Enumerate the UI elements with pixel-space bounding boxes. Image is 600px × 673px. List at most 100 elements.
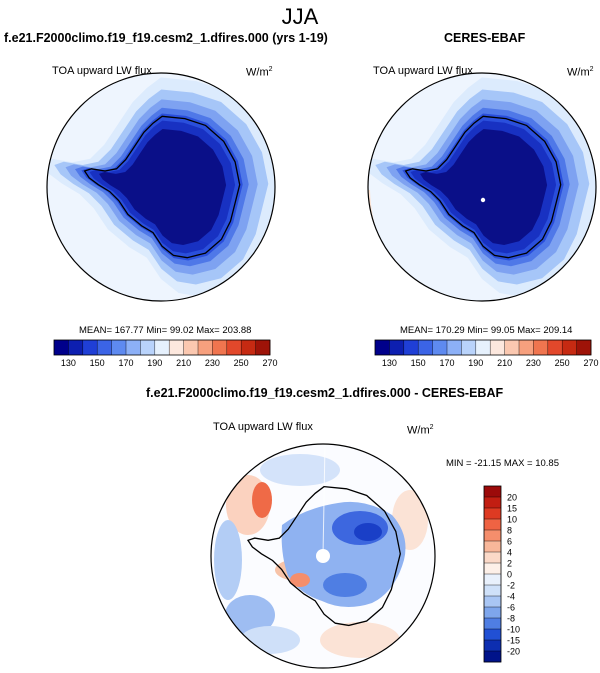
colorbar-label: 150	[90, 358, 105, 368]
panel3-positive-anomaly	[290, 573, 310, 587]
colorbar-swatch	[484, 596, 501, 608]
panel3-map	[210, 443, 436, 669]
colorbar-swatch	[484, 607, 501, 619]
colorbar-swatch	[255, 340, 271, 355]
colorbar-swatch	[403, 340, 419, 355]
panel3-coastline	[246, 485, 401, 627]
panel2-variable-label: TOA upward LW flux	[373, 65, 473, 77]
colorbar-swatch	[484, 640, 501, 652]
panel2-colorbar: 130 150 170 190 210 230 250 270	[374, 339, 599, 368]
colorbar-swatch	[484, 618, 501, 630]
colorbar-swatch	[169, 340, 184, 355]
colorbar-label: 250	[234, 358, 249, 368]
panel1-variable-label: TOA upward LW flux	[52, 65, 152, 77]
panel1-stats: MEAN= 167.77 Min= 99.02 Max= 203.88	[79, 325, 252, 336]
colorbar-label: 190	[147, 358, 162, 368]
colorbar-label: 190	[468, 358, 483, 368]
colorbar-label: 230	[526, 358, 541, 368]
colorbar-label: -4	[507, 592, 515, 602]
colorbar-label: 270	[583, 358, 598, 368]
colorbar-swatch	[484, 629, 501, 641]
panel3-negative-anomaly	[260, 454, 340, 486]
panel2-map-border	[367, 72, 597, 302]
colorbar-swatch	[484, 552, 501, 564]
colorbar-label: 4	[507, 548, 512, 558]
colorbar-label: -10	[507, 625, 520, 635]
panel2-coastline	[404, 115, 562, 259]
colorbar-swatch	[97, 340, 112, 355]
colorbar-label: 0	[507, 570, 512, 580]
colorbar-label: -6	[507, 603, 515, 613]
panel3-title: f.e21.F2000climo.f19_f19.cesm2_1.dfires.…	[146, 386, 504, 400]
panel1-units: W/m2	[246, 66, 273, 79]
panel2-map	[367, 72, 597, 302]
colorbar-swatch	[126, 340, 141, 355]
colorbar-swatch	[375, 340, 390, 355]
colorbar-label: 230	[205, 358, 220, 368]
colorbar-swatch	[432, 340, 448, 355]
colorbar-label: 10	[507, 515, 517, 525]
colorbar-swatch	[447, 340, 462, 355]
colorbar-swatch	[547, 340, 563, 355]
colorbar-label: 210	[497, 358, 512, 368]
colorbar-label: 170	[118, 358, 133, 368]
colorbar-label: 170	[439, 358, 454, 368]
colorbar-swatch	[484, 651, 501, 663]
colorbar-label: 210	[176, 358, 191, 368]
colorbar-frame	[53, 339, 271, 356]
panel2-units: W/m2	[567, 66, 594, 79]
panel1-coastline	[83, 115, 241, 259]
colorbar-label: 20	[507, 493, 517, 503]
colorbar-swatch	[576, 340, 592, 355]
colorbar-swatch	[484, 486, 501, 498]
panel3-variable-label: TOA upward LW flux	[213, 421, 313, 433]
panel2-stats: MEAN= 170.29 Min= 99.05 Max= 209.14	[400, 325, 573, 336]
colorbar-swatch	[484, 519, 501, 531]
colorbar-label: 8	[507, 526, 512, 536]
panel1-colorbar: 130 150 170 190 210 230 250 270	[53, 339, 278, 368]
panel1-title: f.e21.F2000climo.f19_f19.cesm2_1.dfires.…	[4, 31, 328, 45]
panel1-map	[46, 72, 276, 302]
panel3-negative-anomaly	[354, 523, 382, 541]
colorbar-label: 6	[507, 537, 512, 547]
colorbar-swatch	[504, 340, 520, 355]
colorbar-label: 130	[382, 358, 397, 368]
colorbar-label: 130	[61, 358, 76, 368]
colorbar-label: 2	[507, 559, 512, 569]
colorbar-label: -2	[507, 581, 515, 591]
colorbar-label: 250	[555, 358, 570, 368]
colorbar-swatch	[68, 340, 84, 355]
panel3-stats: MIN = -21.15 MAX = 10.85	[446, 458, 560, 469]
colorbar-label: 150	[411, 358, 426, 368]
colorbar-swatch	[140, 340, 156, 355]
colorbar-swatch	[54, 340, 69, 355]
colorbar-swatch	[484, 574, 501, 586]
colorbar-swatch	[484, 497, 501, 509]
colorbar-swatch	[226, 340, 242, 355]
colorbar-swatch	[198, 340, 213, 355]
contour-band-115	[99, 129, 227, 245]
panel3-negative-anomaly	[214, 520, 242, 600]
colorbar-swatch	[484, 541, 501, 553]
colorbar-swatch	[484, 563, 501, 575]
colorbar-label: -20	[507, 647, 520, 657]
colorbar-swatch	[212, 340, 228, 355]
colorbar-swatch	[562, 340, 577, 355]
colorbar-swatch	[484, 585, 501, 597]
colorbar-swatch	[519, 340, 534, 355]
colorbar-swatch	[475, 340, 491, 355]
panel3-positive-anomaly	[320, 622, 400, 658]
panel3-units: W/m2	[407, 424, 434, 437]
panel3-negative-anomaly	[323, 573, 367, 597]
figure-title: JJA	[281, 4, 319, 29]
colorbar-swatch	[241, 340, 256, 355]
colorbar-swatch	[484, 530, 501, 542]
colorbar-swatch	[389, 340, 405, 355]
panel3-map-border	[210, 443, 436, 669]
panel2-pole-marker	[480, 197, 486, 203]
panel1-map-border	[46, 72, 276, 302]
colorbar-swatch	[418, 340, 433, 355]
panel3-positive-anomaly	[252, 482, 272, 518]
